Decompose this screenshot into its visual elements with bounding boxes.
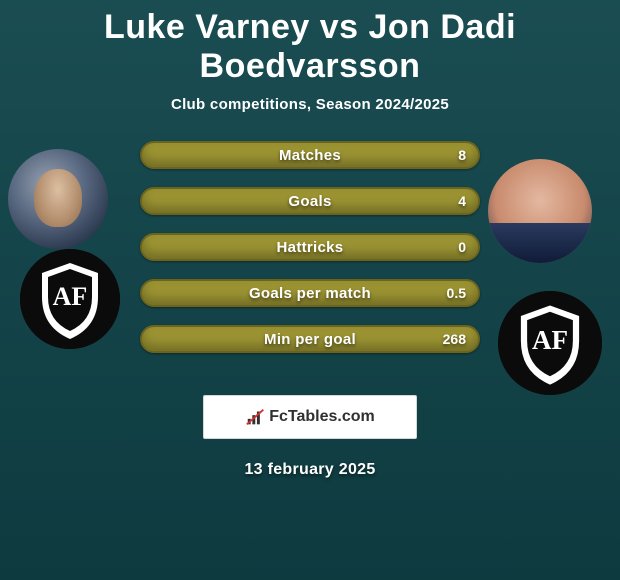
stat-rows: Matches 8 Goals 4 Hattricks 0 Goals per … xyxy=(140,141,480,353)
stat-value-right: 4 xyxy=(458,193,466,209)
brand-label: FcTables.com xyxy=(269,408,375,426)
shield-icon: AF xyxy=(498,291,602,395)
svg-text:AF: AF xyxy=(532,325,568,355)
bar-chart-icon xyxy=(245,406,267,428)
player-left-club-badge: AF xyxy=(20,249,120,349)
stat-row: Goals 4 xyxy=(140,187,480,215)
stat-row: Hattricks 0 xyxy=(140,233,480,261)
stat-label: Goals per match xyxy=(249,285,371,302)
stat-label: Matches xyxy=(279,147,341,164)
subtitle: Club competitions, Season 2024/2025 xyxy=(171,96,449,113)
stat-value-right: 0.5 xyxy=(447,285,466,301)
shield-icon: AF xyxy=(20,249,120,349)
player-right-avatar xyxy=(488,159,592,263)
page-title: Luke Varney vs Jon Dadi Boedvarsson xyxy=(0,8,620,86)
stat-value-right: 0 xyxy=(458,239,466,255)
stat-value-right: 268 xyxy=(443,331,466,347)
player-right-club-badge: AF xyxy=(498,291,602,395)
stat-row: Matches 8 xyxy=(140,141,480,169)
stat-row: Min per goal 268 xyxy=(140,325,480,353)
player-left-avatar xyxy=(8,149,108,249)
stat-row: Goals per match 0.5 xyxy=(140,279,480,307)
comparison-area: AF AF Matches 8 Goals 4 Hattricks xyxy=(0,141,620,381)
date-label: 13 february 2025 xyxy=(244,461,375,479)
brand-box: FcTables.com xyxy=(203,395,417,439)
svg-text:AF: AF xyxy=(53,282,88,311)
stat-value-right: 8 xyxy=(458,147,466,163)
stat-label: Hattricks xyxy=(277,239,344,256)
stat-label: Goals xyxy=(288,193,331,210)
stat-label: Min per goal xyxy=(264,331,356,348)
